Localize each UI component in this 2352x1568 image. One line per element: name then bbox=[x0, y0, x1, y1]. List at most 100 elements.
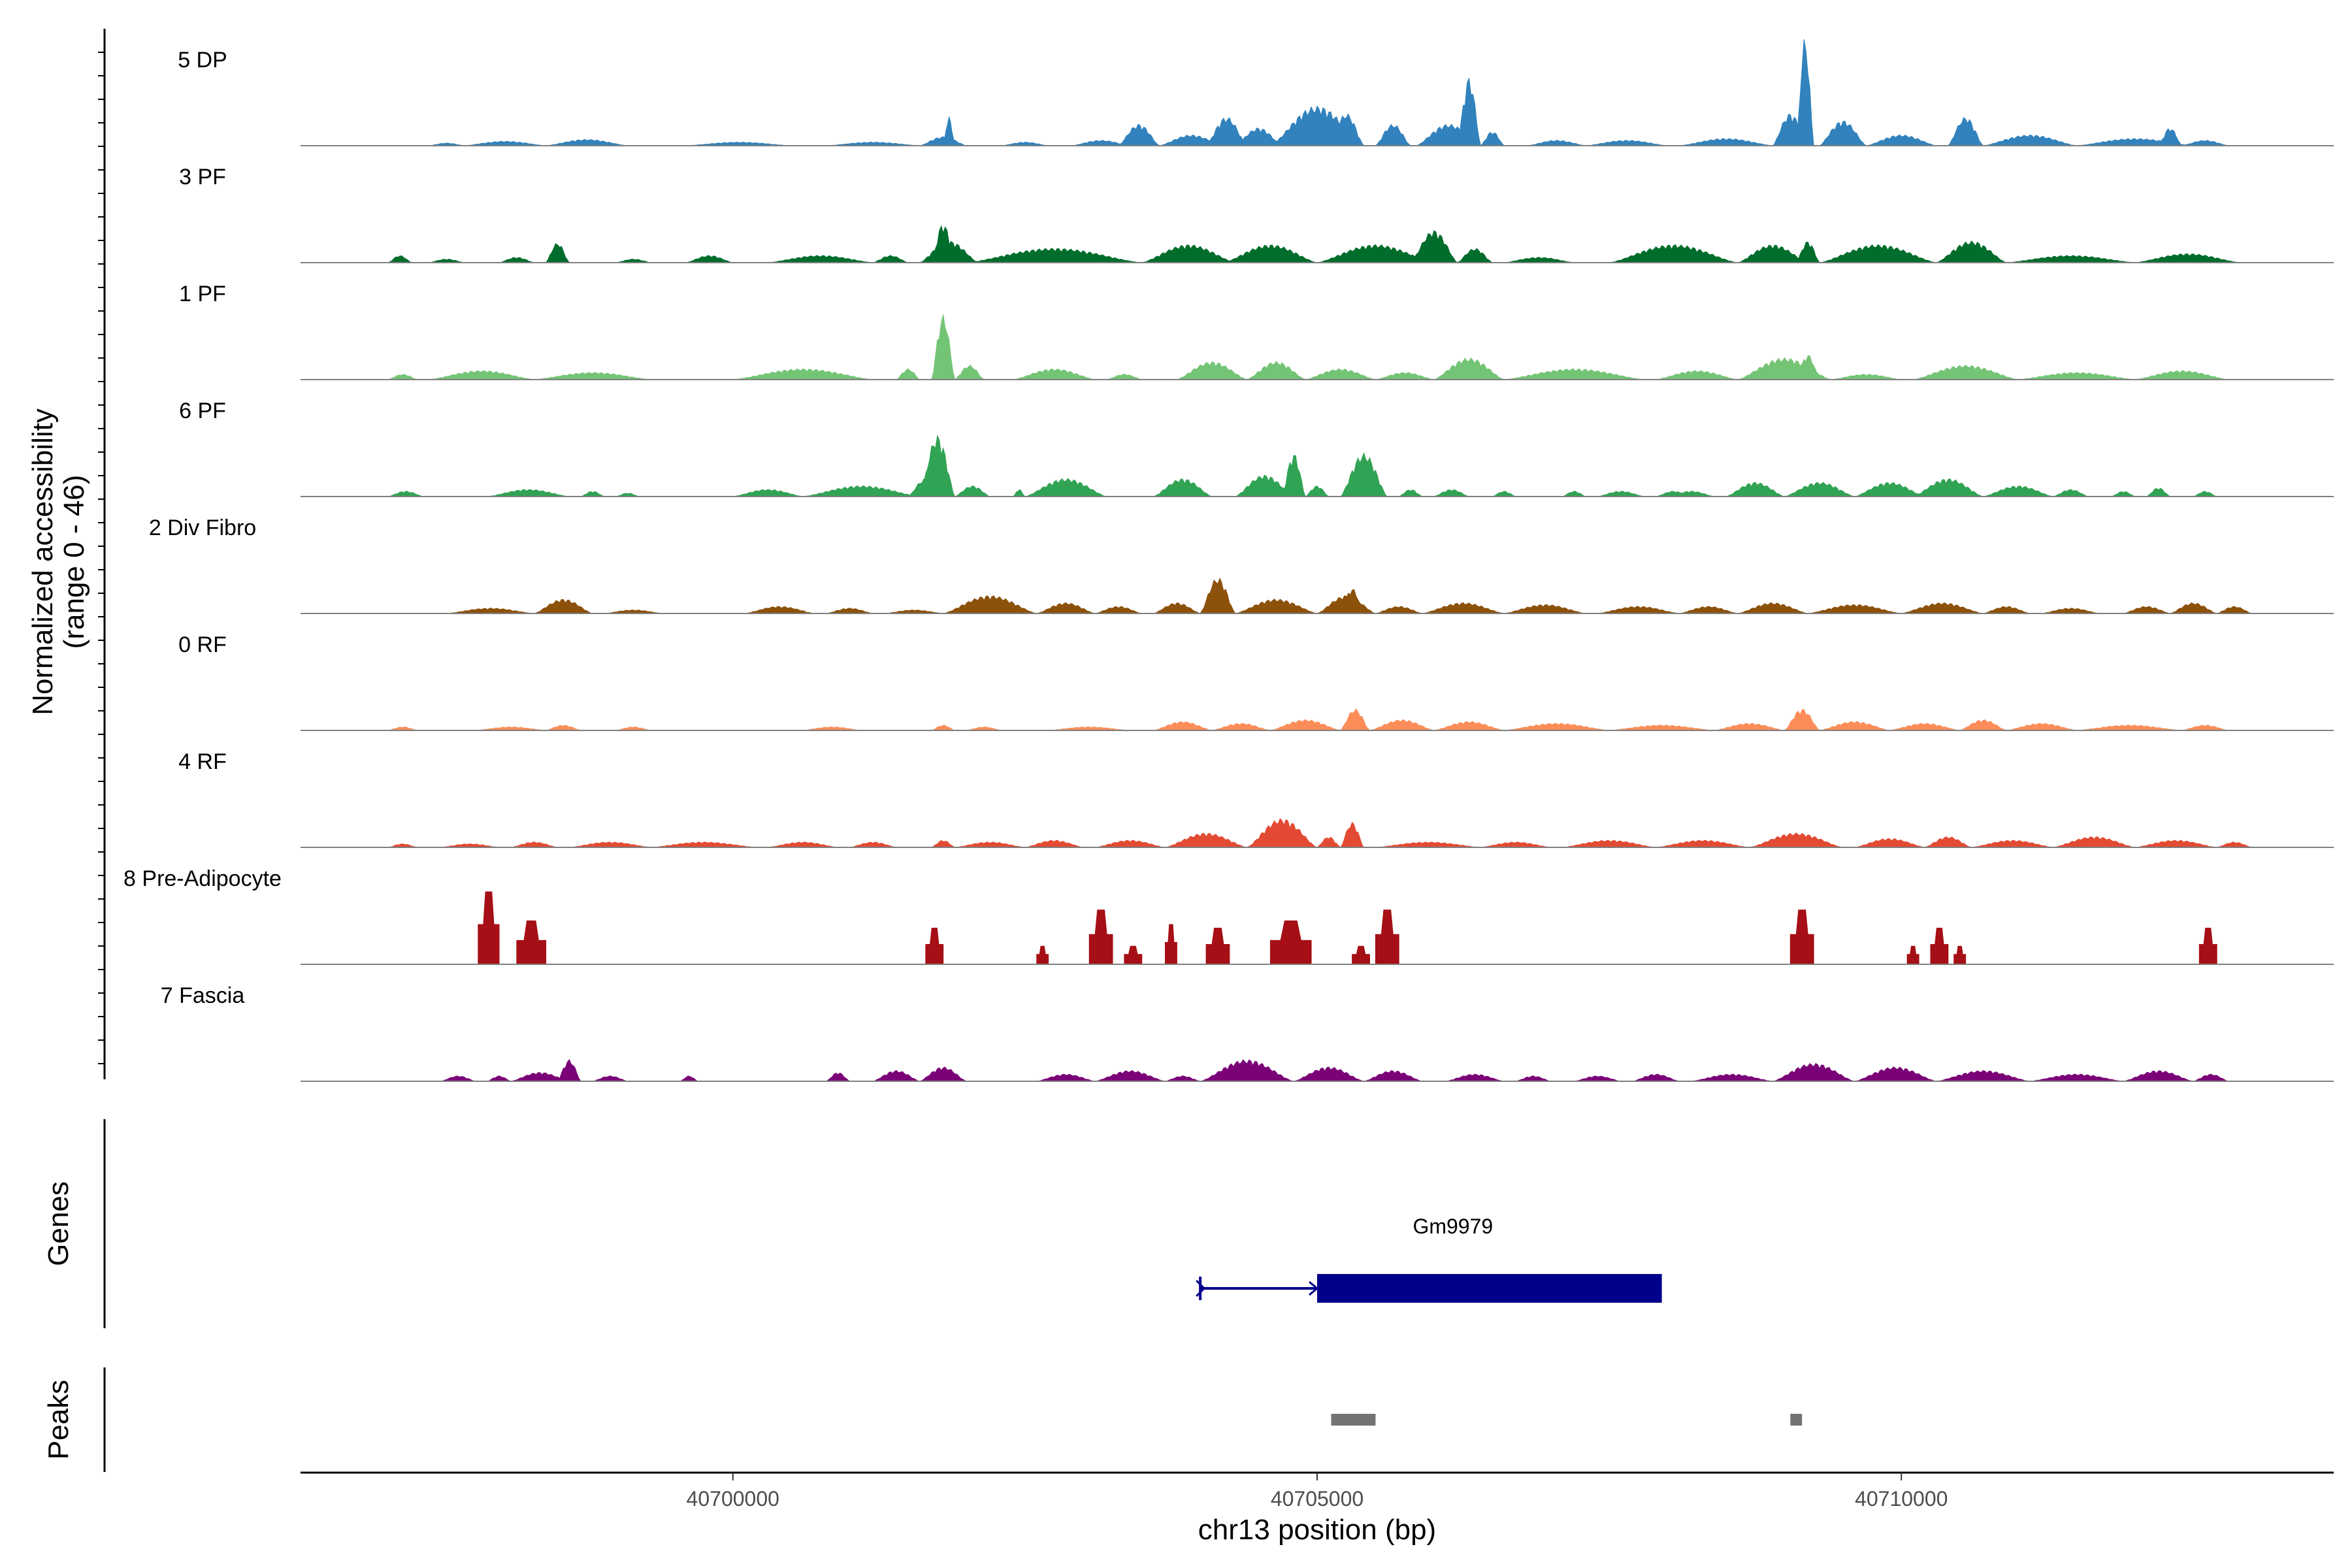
coverage-peak bbox=[1679, 606, 1738, 614]
coverage-peak bbox=[604, 610, 663, 614]
coverage-peak bbox=[1445, 1073, 1505, 1082]
coverage-peak bbox=[1913, 365, 2019, 380]
track-label: 2 Div Fibro bbox=[149, 515, 256, 540]
coverage-peak bbox=[955, 841, 1025, 848]
track-label: 6 PF bbox=[179, 399, 226, 423]
coverage-peak bbox=[581, 491, 605, 497]
peak-region bbox=[1331, 1414, 1376, 1426]
track-1-pf: 1 PF bbox=[179, 282, 2334, 380]
coverage-peak bbox=[2053, 836, 2136, 848]
coverage-peak bbox=[1831, 374, 1902, 380]
coverage-peak bbox=[1725, 482, 1785, 497]
coverage-peak bbox=[2053, 489, 2089, 497]
coverage-peak bbox=[1036, 1073, 1096, 1082]
coverage-peak bbox=[1270, 719, 1341, 731]
coverage-peak bbox=[931, 225, 956, 263]
coverage-peak bbox=[1375, 841, 1481, 848]
coverage-peak bbox=[2157, 128, 2183, 146]
coverage-peak bbox=[895, 368, 921, 380]
coverage-peak bbox=[534, 372, 651, 380]
coverage-peak bbox=[1048, 727, 1130, 731]
coverage-peak bbox=[1562, 491, 1586, 497]
coverage-peak bbox=[925, 928, 944, 965]
x-axis-title: chr13 position (bp) bbox=[1198, 1514, 1436, 1546]
coverage-peak bbox=[955, 485, 990, 497]
coverage-peak bbox=[1106, 374, 1142, 380]
coverage-peak bbox=[440, 1075, 476, 1082]
coverage-peak bbox=[546, 243, 570, 263]
coverage-peak bbox=[1983, 606, 2031, 614]
track-label: 3 PF bbox=[179, 165, 226, 189]
coverage-peak bbox=[919, 1066, 967, 1082]
coverage-peak bbox=[1281, 455, 1306, 497]
track-label: 0 RF bbox=[178, 632, 227, 657]
coverage-peak bbox=[1013, 489, 1026, 497]
coverage-peak bbox=[487, 489, 570, 497]
coverage-peak bbox=[1294, 1066, 1364, 1082]
coverage-peak bbox=[1153, 478, 1213, 497]
coverage-peak bbox=[931, 725, 955, 731]
coverage-peak bbox=[440, 843, 500, 848]
track-label: 4 RF bbox=[178, 749, 227, 774]
coverage-peak bbox=[388, 491, 423, 497]
coverage-peak bbox=[429, 370, 534, 380]
coverage-peak bbox=[2198, 928, 2217, 965]
coverage-peak bbox=[1609, 244, 1738, 263]
coverage-peak bbox=[2006, 723, 2077, 731]
x-tick-label: 40705000 bbox=[1271, 1487, 1364, 1511]
coverage-peak bbox=[1819, 120, 1868, 146]
x-tick-label: 40710000 bbox=[1855, 1487, 1948, 1511]
coverage-peak bbox=[1504, 257, 1575, 263]
coverage-peak bbox=[2193, 1073, 2229, 1082]
coverage-peak bbox=[1912, 478, 1984, 497]
coverage-peak bbox=[1983, 485, 2053, 497]
coverage-peak bbox=[2216, 606, 2252, 614]
coverage-peak bbox=[2146, 487, 2170, 497]
coverage-peak bbox=[2029, 1073, 2124, 1082]
y-axis-title-line1: Normalized accessibility bbox=[27, 408, 59, 715]
coverage-peak bbox=[803, 485, 920, 497]
coverage-peak bbox=[2181, 140, 2229, 146]
track-label: 8 Pre-Adipocyte bbox=[123, 866, 282, 891]
coverage-peak bbox=[1679, 138, 1773, 146]
coverage-peak bbox=[1397, 489, 1424, 497]
coverage-peak bbox=[1177, 361, 1247, 380]
coverage-peak bbox=[1036, 602, 1096, 614]
track-label: 1 PF bbox=[179, 282, 226, 306]
coverage-peak bbox=[803, 727, 862, 731]
y-axis-ticks bbox=[98, 52, 105, 1064]
coverage-peak bbox=[498, 257, 534, 263]
coverage-peak bbox=[1165, 832, 1247, 848]
coverage-peak bbox=[1165, 1075, 1201, 1082]
coverage-peak bbox=[1795, 355, 1820, 380]
coverage-peak bbox=[1784, 709, 1821, 731]
coverage-peak bbox=[1854, 482, 1925, 497]
coverage-peak bbox=[2112, 491, 2136, 497]
track-7-fascia: 7 Fascia bbox=[161, 983, 2334, 1082]
coverage-peak bbox=[1953, 945, 1967, 965]
coverage-peak bbox=[931, 840, 956, 848]
coverage-peak bbox=[2181, 725, 2229, 731]
coverage-peak bbox=[1866, 134, 1936, 146]
coverage-peak bbox=[1667, 491, 1715, 497]
coverage-peak bbox=[534, 598, 593, 614]
coverage-peak bbox=[1211, 723, 1271, 731]
coverage-peak bbox=[651, 841, 757, 848]
coverage-peak bbox=[1924, 836, 1972, 848]
coverage-peak bbox=[919, 136, 967, 146]
track-0-rf: 0 RF bbox=[178, 632, 2334, 731]
coverage-peak bbox=[1433, 357, 1505, 380]
coverage-peak bbox=[885, 609, 943, 614]
coverage-peak bbox=[1223, 244, 1318, 263]
coverage-peak bbox=[1340, 589, 1364, 614]
coverage-peak bbox=[1456, 248, 1494, 263]
track-4-rf: 4 RF bbox=[178, 749, 2334, 848]
coverage-peak bbox=[1316, 836, 1342, 848]
coverage-peak bbox=[1422, 602, 1505, 614]
coverage-peak bbox=[1504, 604, 1586, 614]
coverage-peak bbox=[1609, 725, 1715, 731]
coverage-peak bbox=[1269, 920, 1312, 965]
coverage-peak bbox=[569, 841, 651, 848]
coverage-peak bbox=[1959, 719, 2007, 731]
coverage-peak bbox=[1983, 134, 2077, 146]
